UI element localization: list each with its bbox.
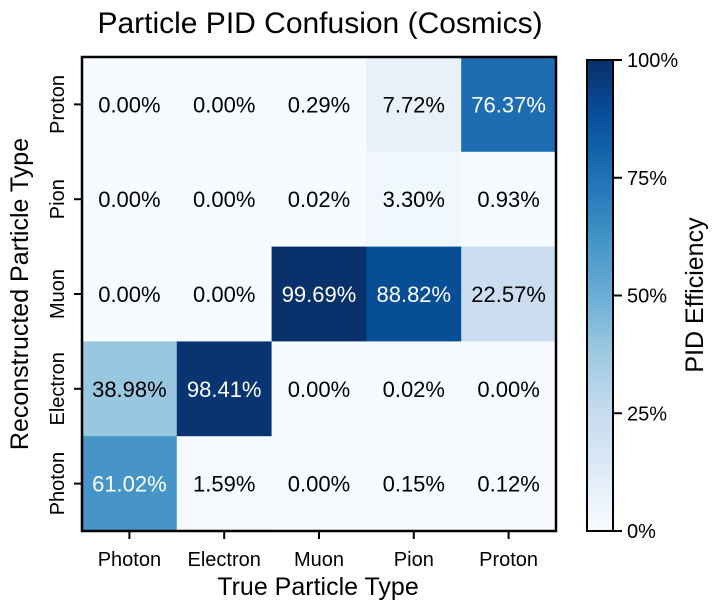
cell-value-label: 61.02% (92, 472, 167, 497)
heatmap-cell (366, 246, 462, 342)
cell-value-label: 0.00% (98, 282, 160, 307)
cell-value-label: 99.69% (282, 282, 357, 307)
cell-value-label: 0.93% (477, 187, 539, 212)
heatmap-cell (271, 341, 367, 437)
cell-value-label: 0.00% (98, 187, 160, 212)
x-tick-label: Proton (479, 549, 538, 571)
x-tick-label: Muon (294, 549, 344, 571)
cell-value-label: 38.98% (92, 377, 167, 402)
cell-value-label: 0.00% (477, 377, 539, 402)
colorbar-tick-label: 50% (627, 286, 667, 308)
cell-value-label: 0.02% (383, 377, 445, 402)
heatmap-cell (461, 151, 557, 248)
cell-value-label: 0.00% (193, 187, 255, 212)
cell-value-label: 0.00% (98, 92, 160, 117)
heatmap-cell (366, 341, 462, 437)
heatmap-cell (82, 436, 178, 532)
heatmap-cell-labels: 0.00% 0.00% 0.29% 7.72% 76.37% 0.00% 0.00% 0.02… (92, 92, 546, 496)
heatmap-cell (176, 436, 273, 532)
heatmap-cell (366, 436, 462, 532)
heatmap-cell (82, 151, 178, 248)
heatmap-cell (176, 246, 273, 342)
heatmap-cell (461, 436, 557, 532)
heatmap-cell (461, 57, 557, 153)
cell-value-label: 98.41% (187, 377, 262, 402)
y-tick-label: Photon (47, 452, 69, 515)
cell-value-label: 22.57% (471, 282, 546, 307)
y-tick-label: Pion (47, 179, 69, 219)
heatmap-cell (176, 57, 273, 153)
heatmap-cell (176, 151, 273, 248)
heatmap-cell (366, 57, 462, 153)
x-tick-label: Photon (98, 549, 161, 571)
cell-value-label: 0.00% (288, 377, 350, 402)
cell-value-label: 0.00% (193, 92, 255, 117)
heatmap-cell (271, 151, 367, 248)
heatmap-cell (82, 246, 178, 342)
y-axis-label: Reconstructed Particle Type (6, 138, 34, 450)
x-tick-label: Electron (188, 549, 261, 571)
cell-value-label: 76.37% (471, 92, 546, 117)
cell-value-label: 0.02% (288, 187, 350, 212)
y-tick-label: Electron (47, 352, 69, 425)
y-axis-ticks: Proton Pion Muon Electron Photon (47, 75, 82, 515)
heatmap-cell (461, 341, 557, 437)
cell-value-label: 88.82% (376, 282, 451, 307)
cell-value-label: 3.30% (383, 187, 445, 212)
colorbar-ticks: 0% 25% 50% 75% 100% (613, 50, 678, 543)
y-tick-label: Muon (47, 269, 69, 319)
x-axis-label: True Particle Type (217, 573, 418, 601)
colorbar-tick-label: 75% (627, 168, 667, 190)
x-axis-ticks: Photon Electron Muon Pion Proton (98, 531, 538, 571)
heatmap-cell (271, 246, 367, 342)
colorbar-tick-label: 100% (627, 50, 678, 72)
cell-value-label: 1.59% (193, 472, 255, 497)
cell-value-label: 0.00% (193, 282, 255, 307)
colorbar (586, 59, 614, 532)
cell-value-label: 0.00% (288, 472, 350, 497)
heatmap-cell (461, 246, 557, 342)
cell-value-label: 7.72% (383, 92, 445, 117)
cell-value-label: 0.29% (288, 92, 350, 117)
heatmap-cell (82, 57, 178, 153)
chart-title: Particle PID Confusion (Cosmics) (97, 7, 542, 40)
x-tick-label: Pion (394, 549, 434, 571)
heatmap-cell (82, 341, 178, 437)
heatmap-cell (176, 341, 273, 437)
heatmap-cells (82, 57, 557, 532)
heatmap-cell (366, 151, 462, 248)
heatmap-cell (271, 436, 367, 532)
heatmap-cell (271, 57, 367, 153)
cell-value-label: 0.12% (477, 472, 539, 497)
colorbar-label: PID Efficiency (681, 217, 709, 373)
colorbar-tick-label: 0% (627, 521, 656, 543)
y-tick-label: Proton (47, 75, 69, 134)
colorbar-tick-label: 25% (627, 403, 667, 425)
cell-value-label: 0.15% (383, 472, 445, 497)
